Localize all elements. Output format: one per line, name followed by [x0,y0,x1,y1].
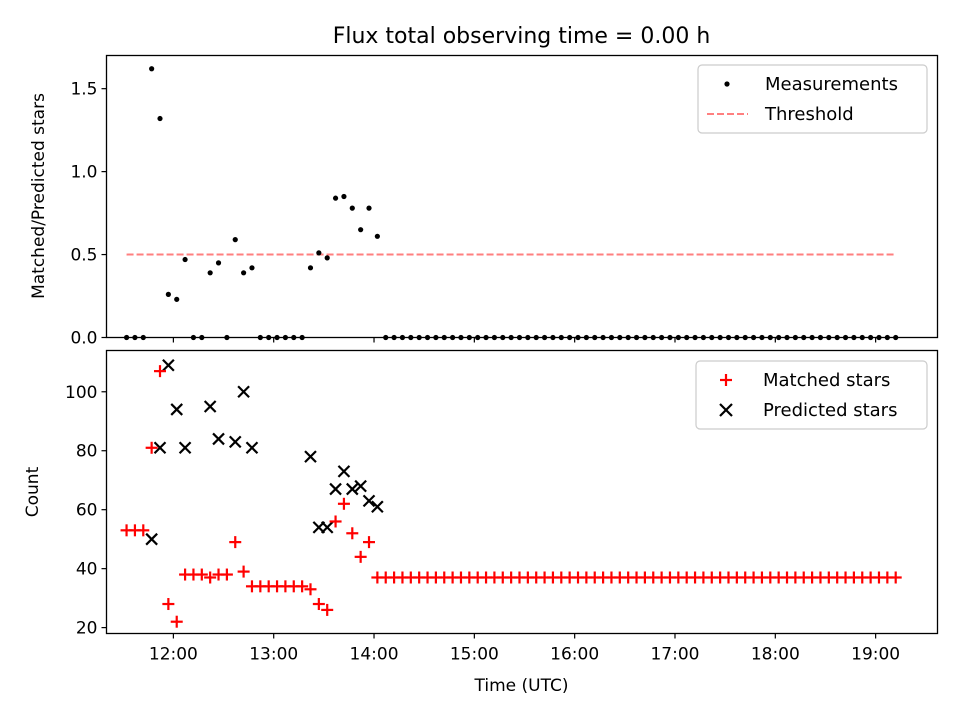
matched-star-point [363,536,376,549]
measurement-point [341,193,347,200]
ratio-y-axis-label: Matched/Predicted stars [29,93,49,299]
x-tick-label: 13:00 [249,645,298,665]
ratio-marks [123,66,899,341]
predicted-star-point [178,441,192,455]
matched-star-point [354,550,367,563]
matched-star-point [145,441,158,454]
matched-star-point [321,603,334,616]
predicted-star-point [170,403,184,416]
ratio-panel: 0.0 0.5 1.0 1.5 Matched/Predicted stars Mea… [29,54,939,349]
chart-title: Flux total observing time = 0.00 h [333,24,711,49]
measurement-point [149,66,155,72]
x-tick-label: 17:00 [650,645,699,665]
x-tick-label: 18:00 [751,645,800,665]
ratio-y-tick-label: 0.0 [70,329,97,349]
count-y-axis-label: Count [23,466,43,517]
predicted-star-point [162,358,175,372]
matched-star-point [237,565,250,578]
predicted-star-point [320,521,334,534]
measurement-point [307,265,314,271]
ratio-axes-frame [105,54,939,339]
legend-measurements-label: Measurements [765,74,898,95]
predicted-star-point [371,500,384,514]
measurement-point [349,205,355,211]
measurement-point [232,237,238,243]
measurement-point [174,296,180,302]
matched-star-point [296,580,309,593]
count-panel: 20 40 60 80 100 12:00 13:00 14:00 15:00 16:00 17:0… [23,349,939,696]
count-y-tick-label: 20 [76,619,98,639]
measurement-point [374,233,380,239]
legend-matched-label: Matched stars [763,370,890,391]
matched-star-point [337,497,350,510]
legend-measurements-marker [724,81,730,87]
predicted-star-point [304,450,317,463]
legend-predicted-marker [719,403,733,417]
matched-star-point [889,571,902,584]
predicted-star-point [354,479,367,493]
matched-star-point [204,571,217,584]
count-y-tick-label: 80 [76,442,98,462]
matched-star-point [220,568,233,581]
count-axes: 20 40 60 80 100 12:00 13:00 14:00 15:00 16:00 17:0… [65,383,900,665]
measurement-point [366,205,372,211]
x-tick-label: 16:00 [550,645,599,665]
x-tick-label: 12:00 [149,645,198,665]
x-tick-label: 19:00 [851,645,900,665]
matched-star-point [312,598,325,611]
matched-star-point [346,527,359,540]
measurement-point [324,255,330,261]
ratio-y-tick-label: 1.0 [70,163,97,183]
x-axis-label: Time (UTC) [474,676,569,696]
legend-predicted-label: Predicted stars [763,400,897,421]
predicted-star-point [203,400,217,413]
predicted-star-point [237,385,250,399]
x-tick-label: 14:00 [350,645,399,665]
matched-star-point [229,536,242,549]
measurement-point [157,115,163,122]
predicted-star-point [329,482,342,496]
matched-star-point [195,568,208,581]
predicted-star-point [337,465,351,478]
matched-star-point [304,583,317,596]
legend-matched-marker [720,374,732,386]
ratio-y-tick-label: 0.5 [70,246,97,266]
ratio-y-tick-label: 1.5 [70,80,97,100]
predicted-star-point [245,441,259,455]
ratio-legend: Measurements Threshold [697,64,928,134]
count-axes-frame [105,349,939,635]
matched-star-point [154,365,167,378]
count-marks [120,358,902,628]
measurement-point [215,260,222,266]
predicted-star-point [228,435,242,449]
ratio-legend-box [697,64,928,134]
count-y-tick-label: 40 [76,560,98,580]
measurement-point [358,227,364,233]
ratio-axes: 0.0 0.5 1.0 1.5 [70,80,877,349]
predicted-star-point [212,432,225,446]
count-y-tick-label: 100 [65,383,97,403]
measurement-point [165,291,171,297]
count-legend-box [695,360,928,430]
matched-star-point [170,615,183,628]
matched-star-point [162,598,175,611]
legend-threshold-label: Threshold [764,104,854,125]
measurement-point [249,265,255,271]
measurement-point [241,270,247,276]
measurement-point [316,250,322,256]
measurement-point [332,195,339,201]
predicted-star-point [153,441,167,455]
predicted-star-point [362,494,376,508]
count-y-tick-label: 60 [76,501,98,521]
x-tick-label: 15:00 [450,645,499,665]
measurement-point [182,256,188,263]
predicted-star-point [346,482,359,496]
matched-star-point [137,524,150,537]
measurement-point [207,270,213,276]
matched-star-point [329,515,342,528]
count-legend: Matched stars Predicted stars [695,360,928,430]
predicted-star-point [145,532,158,546]
